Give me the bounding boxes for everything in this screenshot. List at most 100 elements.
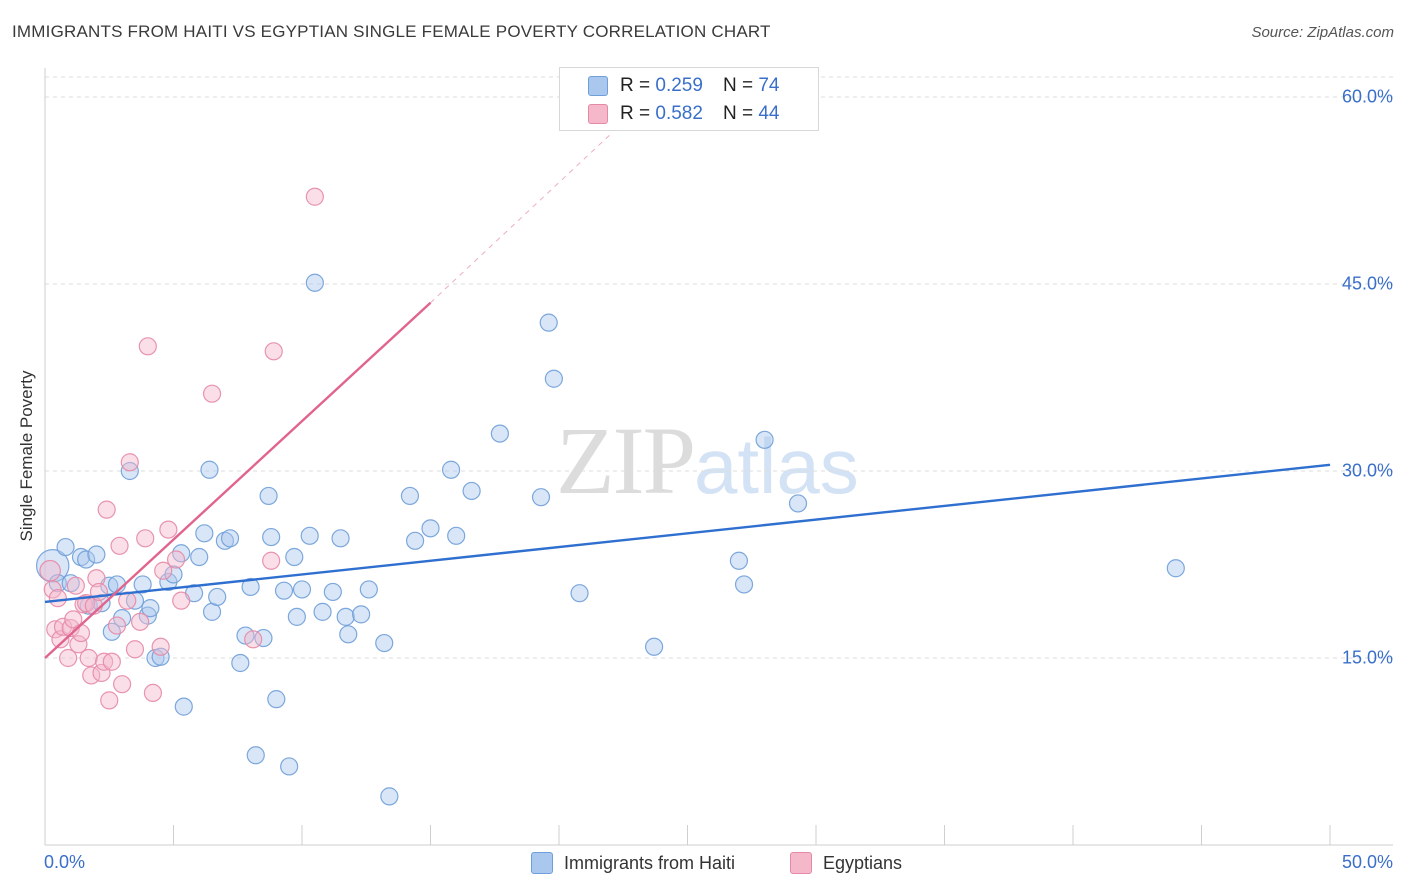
point-haiti xyxy=(56,537,75,557)
point-haiti xyxy=(259,486,278,506)
point-haiti xyxy=(133,575,152,594)
point-egyptians xyxy=(97,500,116,519)
point-egyptians xyxy=(87,569,106,588)
point-egyptians xyxy=(53,617,73,636)
legend-r-label: R = xyxy=(620,75,651,96)
point-egyptians xyxy=(154,561,173,580)
point-haiti xyxy=(400,486,420,506)
point-haiti xyxy=(1166,559,1185,578)
watermark: ZIPatlas xyxy=(556,405,859,516)
point-haiti xyxy=(331,529,350,548)
legend-label-egyptians: Egyptians xyxy=(823,852,903,873)
point-egyptians xyxy=(202,384,222,403)
point-haiti xyxy=(208,587,227,607)
point-haiti xyxy=(375,633,394,653)
point-haiti xyxy=(35,548,70,583)
point-egyptians xyxy=(79,648,98,668)
legend-swatch-blue xyxy=(531,852,553,874)
point-egyptians xyxy=(39,559,61,582)
point-egyptians xyxy=(43,580,62,599)
legend-n-label: N = xyxy=(722,103,754,124)
point-haiti xyxy=(570,584,589,603)
point-egyptians xyxy=(112,675,132,694)
point-haiti xyxy=(788,494,808,513)
y-axis-label: Single Female Poverty xyxy=(17,370,36,542)
point-egyptians xyxy=(71,623,91,643)
point-egyptians xyxy=(66,576,85,595)
y-tick-label: 30.0% xyxy=(1341,460,1393,481)
legend-label-haiti: Immigrants from Haiti xyxy=(564,852,736,873)
point-haiti xyxy=(490,424,509,443)
legend-swatch-blue xyxy=(588,76,608,96)
point-haiti xyxy=(280,757,299,776)
point-egyptians xyxy=(92,663,111,683)
legend-row-egyptians: R = 0.582 N = 44 xyxy=(560,101,779,127)
point-haiti xyxy=(164,565,183,584)
legend-item-egyptians[interactable]: Egyptians xyxy=(790,852,902,874)
point-haiti xyxy=(462,481,481,501)
point-haiti xyxy=(405,531,425,550)
point-egyptians xyxy=(264,342,283,361)
point-haiti xyxy=(539,313,558,332)
point-egyptians xyxy=(172,591,191,610)
point-haiti xyxy=(195,524,214,543)
legend-r-value: 0.582 xyxy=(655,103,703,124)
point-egyptians xyxy=(125,640,145,659)
point-egyptians xyxy=(244,630,263,649)
point-haiti xyxy=(274,581,294,600)
point-egyptians xyxy=(48,589,67,608)
point-haiti xyxy=(241,577,260,597)
point-egyptians xyxy=(110,536,129,555)
point-egyptians xyxy=(138,337,157,356)
legend-item-haiti[interactable]: Immigrants from Haiti xyxy=(531,852,735,874)
trendline-egyptians-extension xyxy=(430,134,611,304)
point-haiti xyxy=(380,787,399,806)
point-egyptians xyxy=(64,610,83,629)
point-egyptians xyxy=(59,648,78,668)
point-haiti xyxy=(447,526,466,545)
chart-title: IMMIGRANTS FROM HAITI VS EGYPTIAN SINGLE… xyxy=(12,22,771,41)
point-haiti xyxy=(644,637,664,656)
point-haiti xyxy=(151,647,170,666)
point-egyptians xyxy=(151,637,170,656)
point-haiti xyxy=(200,460,219,479)
series-legend: Immigrants from Haiti Egyptians xyxy=(0,852,1406,878)
point-egyptians xyxy=(102,652,121,671)
trendline-haiti xyxy=(44,463,1331,604)
axis-layer xyxy=(44,68,1393,846)
point-haiti xyxy=(352,605,371,624)
point-haiti xyxy=(339,625,358,644)
point-haiti xyxy=(190,547,209,567)
point-haiti xyxy=(313,602,332,621)
point-haiti xyxy=(531,488,551,507)
watermark-atlas: atlas xyxy=(694,422,859,510)
legend-r-label: R = xyxy=(620,103,651,124)
point-haiti xyxy=(323,582,342,602)
point-haiti xyxy=(292,580,312,599)
legend-n-value: 74 xyxy=(758,75,780,96)
point-egyptians xyxy=(69,635,88,654)
legend-swatch-pink xyxy=(588,104,608,124)
point-egyptians xyxy=(120,453,139,472)
point-haiti xyxy=(441,460,461,479)
legend-swatch-pink xyxy=(790,852,812,874)
point-haiti xyxy=(729,551,749,570)
point-haiti xyxy=(267,690,286,709)
point-haiti xyxy=(287,607,306,626)
point-egyptians xyxy=(100,691,119,710)
point-haiti xyxy=(544,369,563,388)
watermark-zip: ZIP xyxy=(556,407,696,514)
point-egyptians xyxy=(136,529,155,548)
legend-n-value: 44 xyxy=(758,103,780,124)
point-haiti xyxy=(359,580,378,599)
trendline-egyptians xyxy=(44,301,432,659)
point-haiti xyxy=(755,430,774,449)
point-egyptians xyxy=(130,612,150,631)
stats-legend: R = 0.259 N = 74 R = 0.582 N = 44 xyxy=(559,67,819,131)
points-layer xyxy=(35,187,1185,806)
point-egyptians xyxy=(107,616,127,635)
point-haiti xyxy=(285,547,304,567)
point-egyptians xyxy=(305,187,324,206)
